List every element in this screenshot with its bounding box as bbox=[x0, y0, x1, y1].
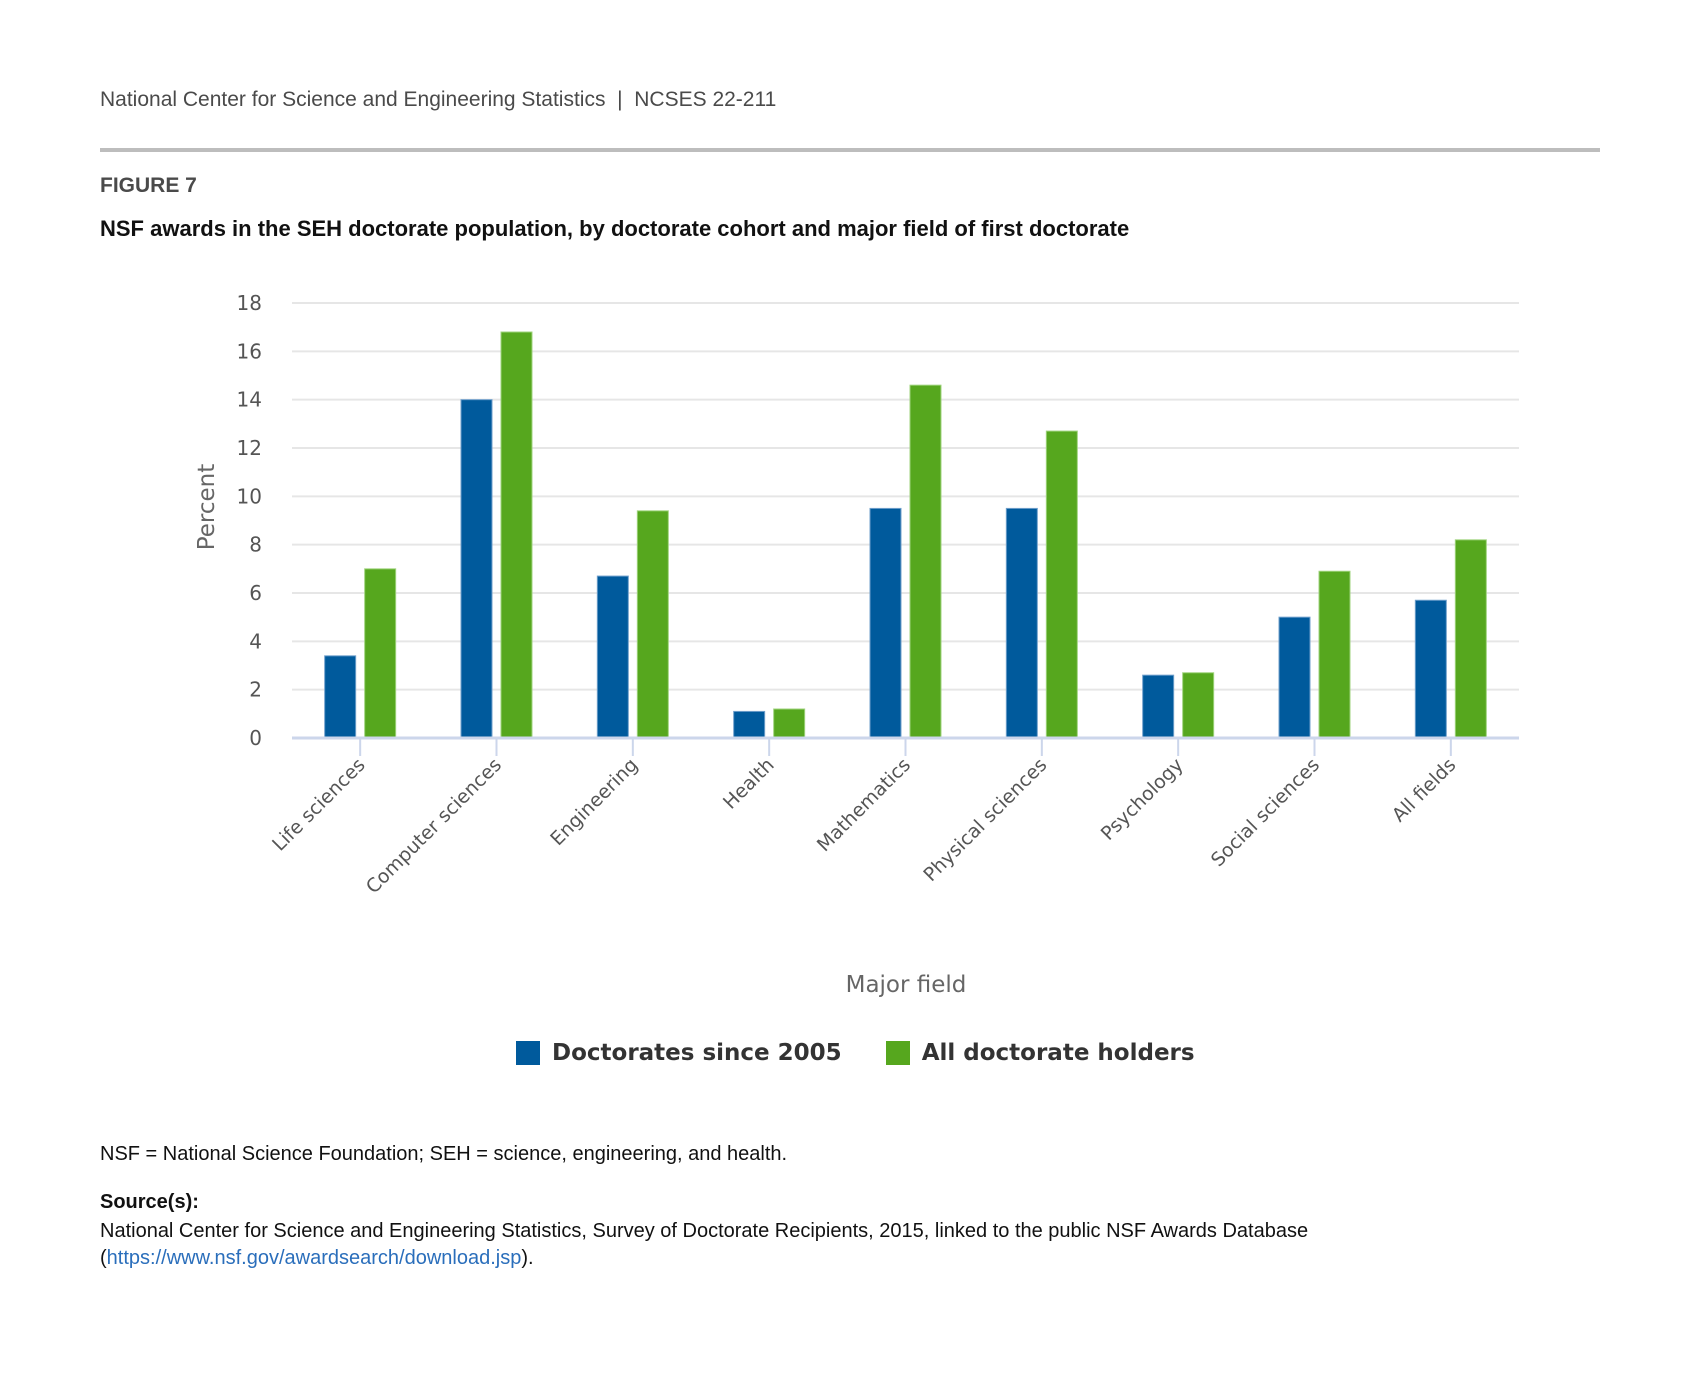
y-tick-label: 8 bbox=[249, 533, 262, 557]
bar-all-holders[interactable] bbox=[364, 568, 397, 739]
x-tick-label: Life sciences bbox=[268, 754, 370, 856]
y-tick-label: 4 bbox=[249, 629, 262, 653]
source-text: National Center for Science and Engineer… bbox=[100, 1218, 1600, 1272]
source-citation: National Center for Science and Engineer… bbox=[100, 1220, 1309, 1269]
y-tick-label: 0 bbox=[249, 726, 262, 750]
figure-label: FIGURE 7 bbox=[100, 174, 197, 197]
x-tick-label: Engineering bbox=[546, 754, 642, 850]
bar-all-holders[interactable] bbox=[1182, 672, 1215, 739]
legend-label: All doctorate holders bbox=[921, 1040, 1195, 1066]
abbreviation-note: NSF = National Science Foundation; SEH =… bbox=[100, 1143, 788, 1165]
bar-since-2005[interactable] bbox=[733, 710, 766, 739]
x-tick-label: Social sciences bbox=[1207, 754, 1324, 871]
bar-all-holders[interactable] bbox=[500, 331, 533, 739]
bar-since-2005[interactable] bbox=[460, 399, 493, 739]
bar-since-2005[interactable] bbox=[1005, 507, 1038, 739]
bar-all-holders[interactable] bbox=[1045, 430, 1078, 739]
bar-since-2005[interactable] bbox=[1278, 616, 1311, 739]
y-tick-labels: 0 2 4 6 8 10 12 14 16 18 bbox=[237, 291, 262, 750]
x-tick-label: Mathematics bbox=[813, 754, 915, 856]
bar-all-holders[interactable] bbox=[1318, 570, 1351, 739]
bar-all-holders[interactable] bbox=[909, 384, 942, 739]
bar-since-2005[interactable] bbox=[1414, 599, 1447, 739]
bar-since-2005[interactable] bbox=[869, 507, 902, 739]
y-tick-label: 6 bbox=[249, 581, 262, 605]
y-tick-label: 12 bbox=[237, 436, 262, 460]
bar-all-holders[interactable] bbox=[636, 510, 669, 739]
y-tick-label: 16 bbox=[237, 339, 262, 363]
y-tick-label: 2 bbox=[249, 678, 262, 702]
x-axis bbox=[292, 736, 1519, 756]
y-axis-title: Percent bbox=[194, 464, 220, 551]
bar-since-2005[interactable] bbox=[1142, 674, 1175, 739]
report-header: National Center for Science and Engineer… bbox=[100, 88, 776, 112]
awards-database-link[interactable]: https://www.nsf.gov/awardsearch/download… bbox=[106, 1247, 522, 1269]
bar-all-holders[interactable] bbox=[1454, 539, 1487, 739]
legend-item-all-holders[interactable]: All doctorate holders bbox=[885, 1040, 1195, 1066]
x-tick-label: Computer sciences bbox=[362, 754, 506, 898]
header-rule bbox=[100, 148, 1600, 152]
report-id: NCSES 22-211 bbox=[634, 88, 777, 111]
y-tick-label: 10 bbox=[237, 484, 262, 508]
org-name: National Center for Science and Engineer… bbox=[100, 88, 606, 111]
bar-since-2005[interactable] bbox=[324, 655, 357, 739]
x-tick-label: Psychology bbox=[1097, 754, 1188, 845]
gridlines bbox=[292, 302, 1519, 691]
legend-item-since-2005[interactable]: Doctorates since 2005 bbox=[516, 1040, 842, 1066]
x-tick-label: Physical sciences bbox=[919, 754, 1051, 886]
bar-since-2005[interactable] bbox=[596, 575, 629, 739]
legend-label: Doctorates since 2005 bbox=[552, 1040, 842, 1066]
x-tick-label: All fields bbox=[1388, 754, 1460, 826]
bars bbox=[324, 331, 1487, 739]
legend-swatch-blue bbox=[516, 1041, 540, 1065]
chart-legend: Doctorates since 2005 All doctorate hold… bbox=[516, 1040, 1239, 1066]
figure-title: NSF awards in the SEH doctorate populati… bbox=[100, 216, 1130, 241]
header-separator: | bbox=[617, 88, 623, 111]
x-tick-label: Health bbox=[719, 754, 779, 814]
bar-all-holders[interactable] bbox=[773, 708, 806, 739]
source-close: ). bbox=[521, 1247, 534, 1269]
legend-swatch-green bbox=[885, 1041, 910, 1065]
y-tick-label: 18 bbox=[237, 291, 262, 315]
x-axis-title: Major field bbox=[846, 972, 967, 998]
source-heading: Source(s): bbox=[100, 1191, 199, 1213]
y-tick-label: 14 bbox=[237, 388, 262, 412]
